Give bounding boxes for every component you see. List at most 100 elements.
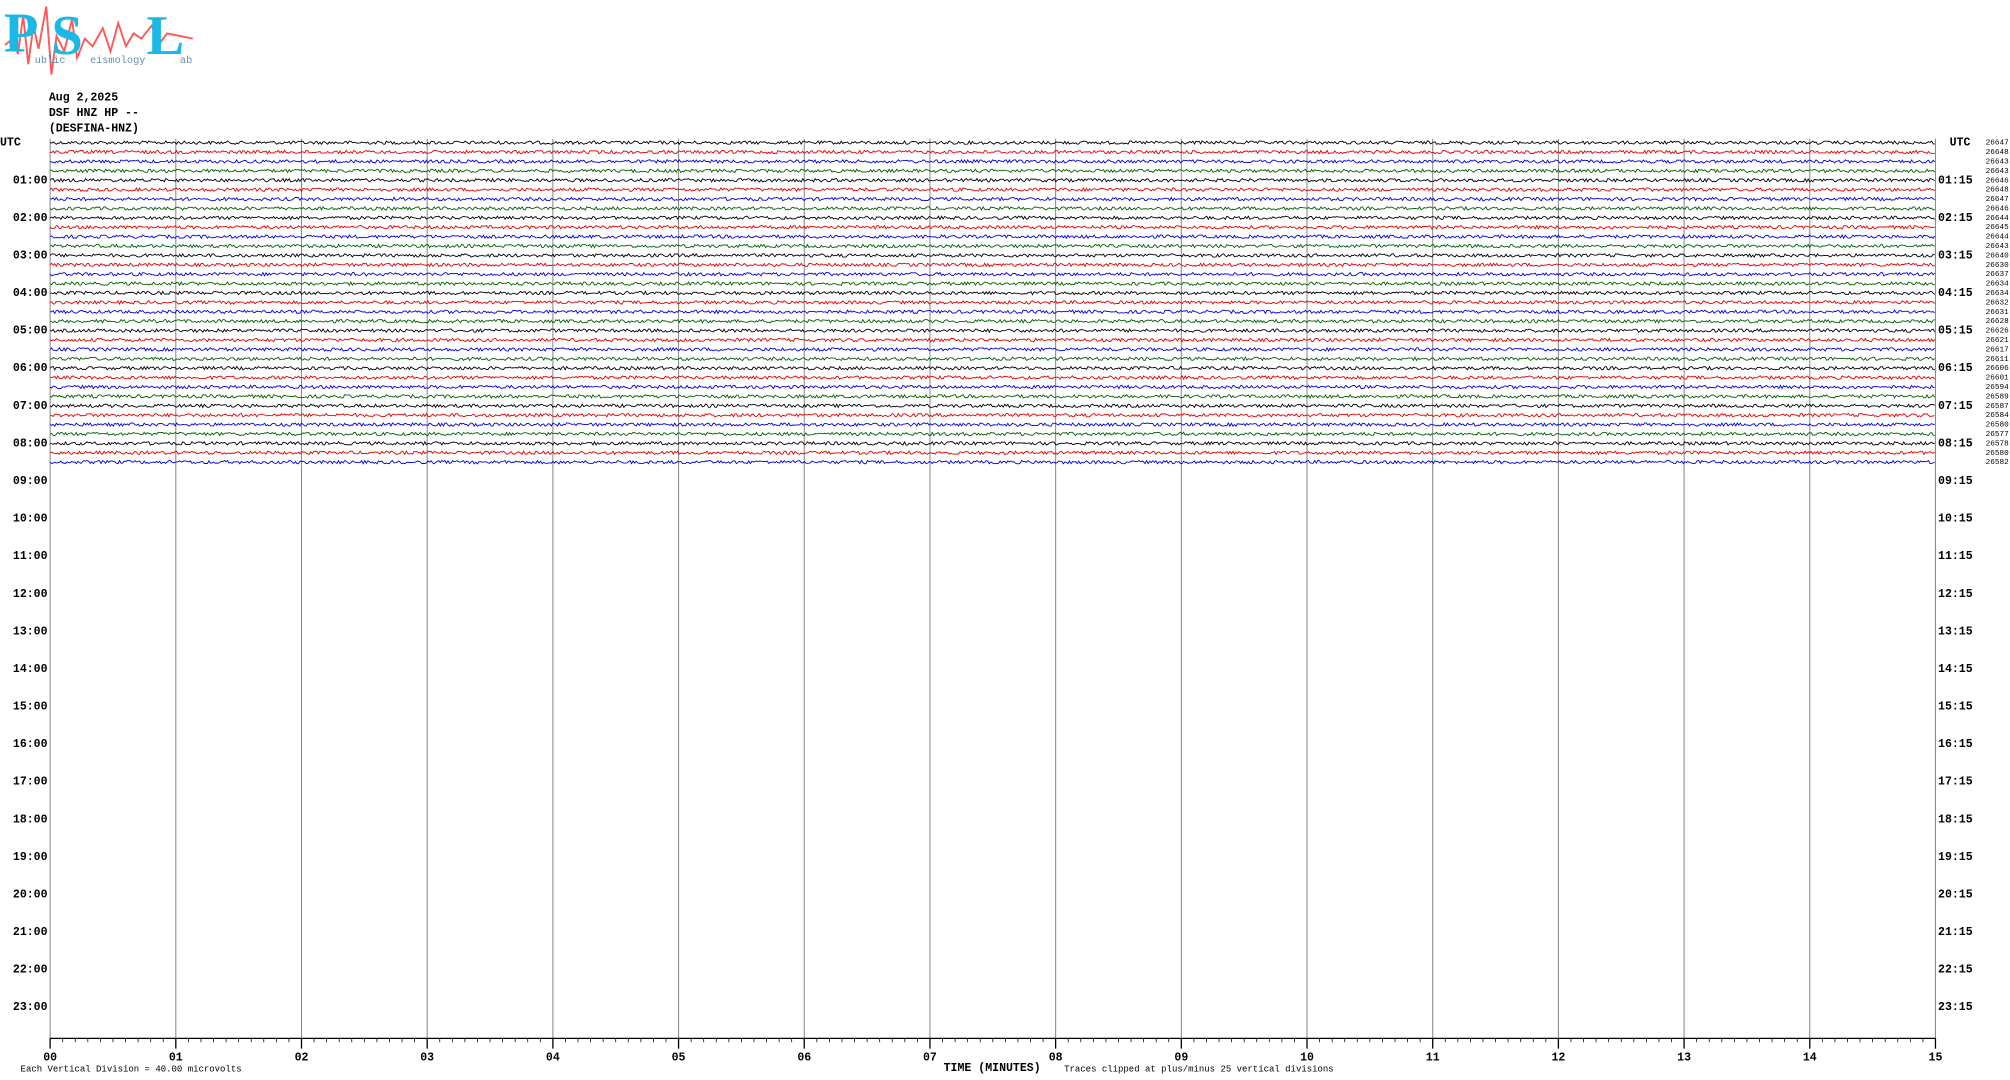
trace (49, 168, 1936, 174)
trace-offset-label: 26648 (1986, 187, 2009, 195)
trace (49, 262, 1935, 268)
trace-offset-label: 26584 (1986, 412, 2009, 420)
trace (49, 271, 1935, 277)
trace-offset-label: 26589 (1986, 393, 2009, 401)
x-tick-label: 02 (295, 1052, 309, 1065)
trace (49, 215, 1935, 221)
hour-label-left: 21:00 (13, 926, 48, 939)
hour-label-left: 17:00 (13, 776, 48, 789)
x-axis-label: TIME (MINUTES) (944, 1062, 1041, 1075)
hour-label-right: 17:15 (1938, 776, 1973, 789)
logo-squiggle (4, 6, 193, 75)
trace (49, 234, 1936, 240)
trace-offset-label: 26606 (1986, 365, 2009, 373)
hour-label-left: 23:00 (13, 1001, 48, 1014)
trace-offset-label: 26630 (1986, 262, 2009, 270)
trace (50, 309, 1935, 315)
trace (50, 196, 1935, 202)
hour-label-right: 03:15 (1938, 249, 1973, 262)
trace (49, 149, 1935, 155)
hour-label-left: 16:00 (13, 738, 48, 751)
hour-label-right: 13:15 (1938, 625, 1973, 638)
hour-label-left: 01:00 (13, 174, 48, 187)
trace (49, 365, 1935, 371)
trace (49, 252, 1935, 258)
time-zone-left: UTC (0, 137, 21, 150)
trace-offset-label: 26643 (1986, 243, 2009, 251)
trace-offset-label: 26640 (1986, 252, 2009, 260)
hour-label-left: 15:00 (13, 701, 48, 714)
logo: P S L ublic eismology ab (4, 3, 193, 75)
hour-label-right: 22:15 (1938, 964, 1973, 977)
hour-label-left: 06:00 (13, 362, 48, 375)
trace-offset-label: 26647 (1986, 196, 2009, 204)
logo-letter: L (147, 5, 185, 67)
hour-label-left: 10:00 (13, 513, 48, 526)
x-tick-label: 04 (546, 1052, 560, 1065)
trace-offset-label: 26582 (1986, 459, 2009, 467)
x-tick-label: 11 (1426, 1052, 1440, 1065)
trace-offset-label: 26580 (1986, 450, 2009, 458)
hour-label-right: 09:15 (1938, 475, 1973, 488)
hour-label-left: 08:00 (13, 437, 48, 450)
trace (49, 224, 1935, 230)
scale-note: Each Vertical Division = 40.00 microvolt… (21, 1065, 242, 1075)
trace (50, 440, 1935, 447)
trace-offset-label: 26621 (1986, 337, 2009, 345)
trace (49, 177, 1935, 183)
logo-word: ublic (35, 55, 66, 67)
trace (49, 299, 1936, 306)
trace-offset-label: 26644 (1986, 215, 2009, 223)
trace-offset-label: 26577 (1986, 431, 2009, 439)
trace-offset-label: 26644 (1986, 234, 2009, 242)
trace (49, 158, 1935, 164)
trace-offset-label: 26626 (1986, 328, 2009, 336)
station: DSF HNZ HP -- (49, 107, 139, 120)
trace (49, 318, 1935, 324)
logo-letter: S (51, 5, 82, 67)
trace-offset-label: 26611 (1986, 356, 2009, 364)
hour-label-left: 02:00 (13, 212, 48, 225)
trace (50, 290, 1935, 296)
trace-offset-label: 26578 (1986, 440, 2009, 448)
trace-offset-label: 26594 (1986, 384, 2009, 392)
x-tick-label: 06 (797, 1052, 811, 1065)
trace (49, 384, 1935, 390)
x-tick-label: 10 (1300, 1052, 1314, 1065)
trace-offset-label: 26634 (1986, 290, 2009, 298)
trace (49, 422, 1935, 428)
trace (49, 346, 1936, 352)
trace (49, 187, 1935, 193)
hour-label-right: 19:15 (1938, 851, 1973, 864)
trace (50, 328, 1936, 334)
trace (49, 337, 1936, 343)
hour-label-left: 20:00 (13, 888, 48, 901)
date: Aug 2,2025 (49, 92, 118, 105)
logo-word: eismology (90, 55, 145, 67)
trace (49, 403, 1935, 409)
hour-label-right: 10:15 (1938, 513, 1973, 526)
x-tick-label: 01 (169, 1052, 183, 1065)
x-tick-label: 09 (1174, 1052, 1188, 1065)
trace-offset-label: 26645 (1986, 224, 2009, 232)
hour-label-right: 12:15 (1938, 588, 1973, 601)
hour-label-right: 18:15 (1938, 813, 1973, 826)
clip-note: Traces clipped at plus/minus 25 vertical… (1064, 1065, 1334, 1075)
trace (49, 356, 1936, 362)
hour-label-left: 11:00 (13, 550, 48, 563)
hour-label-left: 12:00 (13, 588, 48, 601)
trace (49, 205, 1935, 212)
trace (50, 374, 1936, 381)
hour-label-left: 14:00 (13, 663, 48, 676)
x-tick-label: 14 (1803, 1052, 1817, 1065)
x-tick-label: 13 (1677, 1052, 1691, 1065)
hour-label-right: 15:15 (1938, 701, 1973, 714)
hour-label-left: 05:00 (13, 325, 48, 338)
x-tick-label: 08 (1049, 1052, 1063, 1065)
trace-offset-label: 26646 (1986, 205, 2009, 213)
trace-offset-label: 26632 (1986, 299, 2009, 307)
hour-label-right: 23:15 (1938, 1001, 1973, 1014)
hour-label-left: 07:00 (13, 400, 48, 413)
x-tick-label: 03 (420, 1052, 434, 1065)
